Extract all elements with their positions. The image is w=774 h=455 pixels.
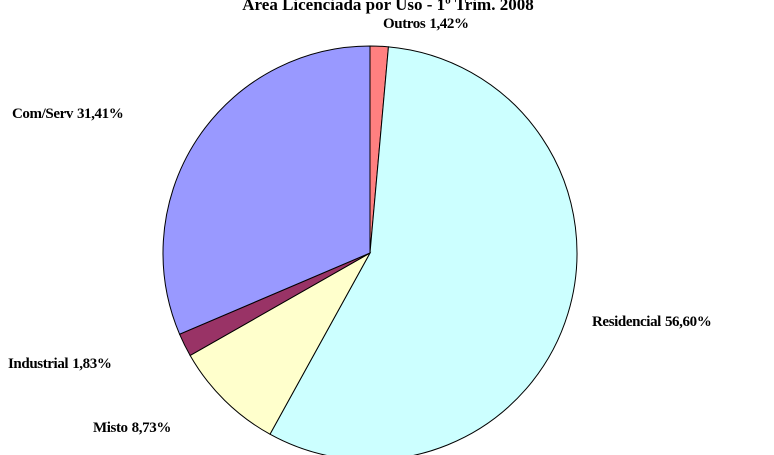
chart-title: Área Licenciada por Uso - 1º Trim. 2008 [242, 0, 533, 14]
slice-label: Outros 1,42% [383, 16, 469, 32]
slice-value: 8,73% [132, 420, 171, 436]
pie-slice [162, 45, 371, 335]
slice-category: Residencial [592, 314, 661, 330]
pie-slice [269, 46, 578, 455]
slice-category: Misto [93, 420, 128, 436]
slice-value: 1,83% [72, 356, 111, 372]
slice-category: Com/Serv [12, 106, 74, 122]
slice-label: Misto 8,73% [93, 420, 171, 436]
slice-label: Residencial 56,60% [592, 314, 711, 330]
pie-slice [189, 251, 372, 435]
slice-label: Industrial 1,83% [8, 356, 111, 372]
slice-category: Outros [383, 16, 426, 32]
slice-category: Industrial [8, 356, 68, 372]
slice-value: 56,60% [665, 314, 711, 330]
slice-label: Com/Serv 31,41% [12, 106, 123, 122]
slice-value: 31,41% [77, 106, 123, 122]
slice-value: 1,42% [429, 16, 468, 32]
